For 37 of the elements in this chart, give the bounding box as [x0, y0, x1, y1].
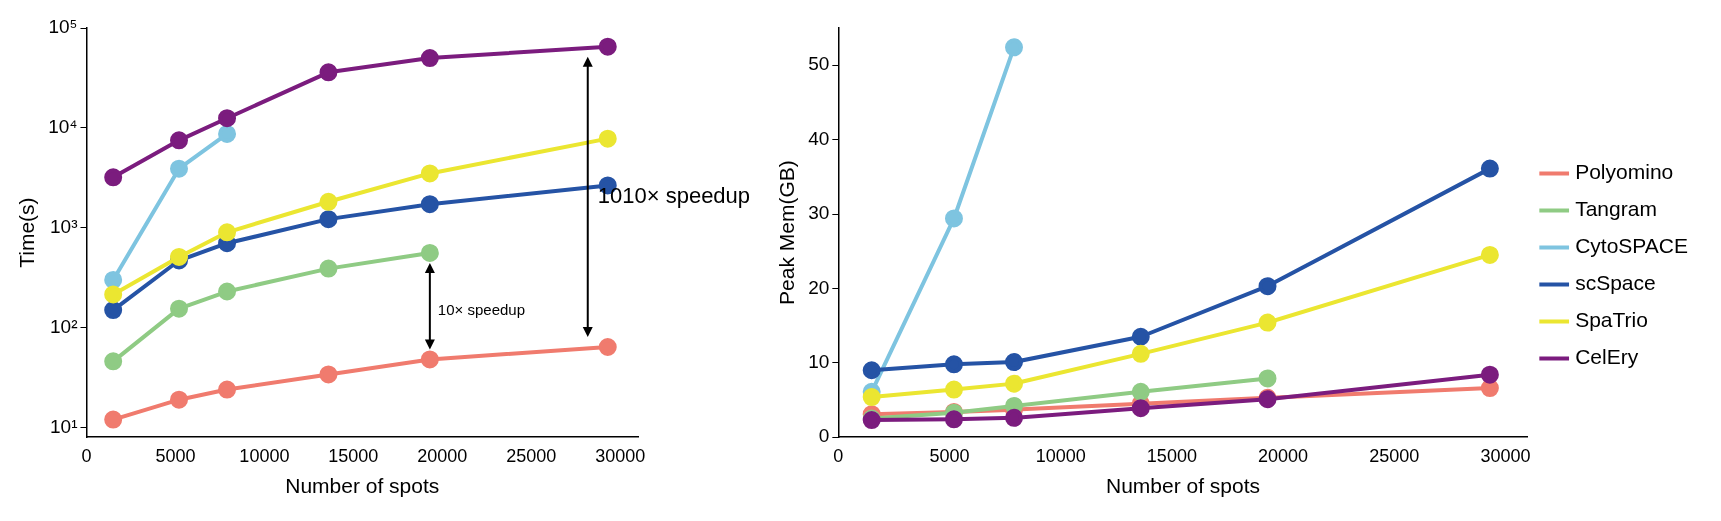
x-tick-label: 25000 — [506, 445, 557, 466]
x-tick-label: 30000 — [1480, 445, 1531, 466]
x-tick-label: 20000 — [417, 445, 468, 466]
x-tick-label: 15000 — [328, 445, 379, 466]
annotation: 1010× speedup — [597, 182, 751, 208]
x-tick-label: 10000 — [1035, 445, 1086, 466]
x-tick-label: 15000 — [1146, 445, 1197, 466]
legend-label: scSpace — [1575, 271, 1656, 295]
y-axis-title: Peak Mem(GB) — [775, 160, 799, 305]
x-axis-title: Number of spots — [285, 474, 440, 498]
legend-label: CytoSPACE — [1575, 234, 1689, 258]
legend-label: Polyomino — [1575, 160, 1674, 184]
legend-label: Tangram — [1575, 197, 1657, 221]
x-tick-label: 0 — [81, 445, 92, 466]
y-tick-label: 10⁴ — [48, 116, 78, 138]
x-tick-label: 20000 — [1258, 445, 1309, 466]
x-tick-label: 5000 — [929, 445, 970, 466]
y-tick-label: 50 — [808, 53, 830, 75]
y-tick-label: 10⁵ — [48, 16, 78, 38]
x-tick-label: 30000 — [595, 445, 646, 466]
x-tick-label: 5000 — [155, 445, 196, 466]
y-axis-title: Time(s) — [15, 197, 39, 268]
y-tick-label: 10 — [808, 351, 830, 373]
x-tick-label: 25000 — [1369, 445, 1420, 466]
x-axis-title: Number of spots — [1105, 474, 1261, 498]
x-tick-label: 0 — [833, 445, 844, 466]
y-tick-label: 10² — [50, 315, 78, 337]
y-tick-label: 30 — [808, 202, 830, 224]
y-tick-label: 10³ — [50, 215, 78, 237]
y-tick-label: 40 — [808, 127, 830, 149]
legend-label: SpaTrio — [1575, 308, 1648, 332]
x-tick-label: 10000 — [239, 445, 290, 466]
legend-label: CelEry — [1575, 345, 1639, 369]
annotation: 10× speedup — [437, 300, 526, 318]
y-tick-label: 10¹ — [50, 415, 78, 437]
y-tick-label: 0 — [818, 425, 830, 447]
y-tick-label: 20 — [808, 276, 830, 298]
